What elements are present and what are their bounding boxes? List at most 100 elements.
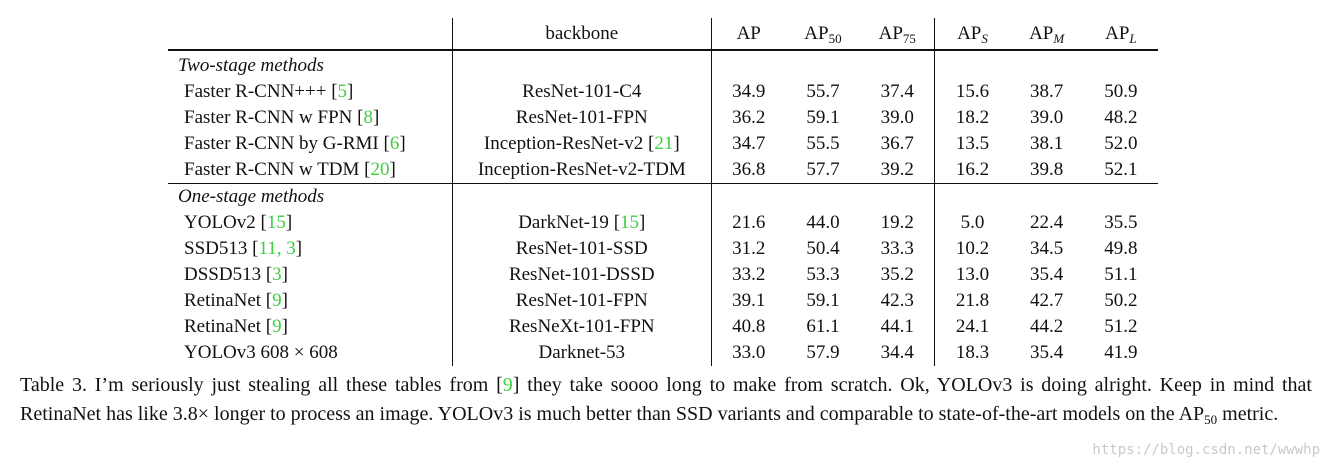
aps-value: 24.1 (934, 314, 1010, 340)
aps-value: 10.2 (934, 236, 1010, 262)
aps-value: 13.5 (934, 131, 1010, 157)
method-name: SSD513 (184, 238, 253, 259)
ap50-value: 59.1 (806, 107, 840, 128)
backbone-cell: Inception-ResNet-v2 [21] (451, 131, 712, 157)
header-ap: AP (710, 18, 786, 51)
empty-cell (1009, 183, 1084, 210)
citation-link[interactable]: 21 (654, 133, 674, 154)
aps-value: 18.3 (934, 340, 1010, 366)
empty-cell (785, 183, 861, 210)
ap50-value: 61.1 (806, 316, 840, 337)
method-name: DSSD513 (184, 264, 266, 285)
empty-cell (1010, 50, 1084, 79)
citation-link[interactable]: 15 (266, 212, 286, 233)
apm-value: 42.7 (1030, 290, 1064, 311)
method-name: RetinaNet (184, 290, 266, 311)
citation-link[interactable]: 3 (272, 264, 282, 285)
aps-value: 18.2 (934, 105, 1010, 131)
ap-value: 39.1 (710, 288, 786, 314)
apm-value: 22.4 (1030, 212, 1064, 233)
caption-citation[interactable]: 9 (502, 374, 513, 396)
ap50-value: 59.1 (806, 290, 840, 311)
aps-value: 15.6 (934, 79, 1010, 105)
apl-value: 52.1 (1104, 159, 1138, 180)
header-ap50: AP50 (785, 18, 861, 51)
backbone-cell: ResNet-101-SSD (451, 236, 712, 262)
empty-cell (710, 50, 786, 79)
citation-link[interactable]: 15 (620, 212, 640, 233)
section-title: One-stage methods (168, 183, 453, 210)
backbone-cell: ResNet-101-FPN (451, 288, 712, 314)
ap75-value: 36.7 (880, 133, 914, 154)
empty-cell (786, 50, 860, 79)
citation-link[interactable]: 20 (370, 159, 390, 180)
backbone-name: ResNeXt-101-FPN (508, 316, 655, 337)
backbone-name: Inception-ResNet-v2 (483, 133, 648, 154)
method-cell: DSSD513 [3] (184, 264, 288, 285)
table-row: YOLOv3 608 × 608 Darknet-53 33.0 57.9 34.4 18… (168, 340, 1158, 366)
method-cell: RetinaNet [9] (184, 316, 288, 337)
header-row: backbone AP AP50 AP75 APS APM APL (168, 18, 1158, 51)
method-cell: YOLOv2 [15] (184, 212, 293, 233)
method-name: Faster R-CNN by G-RMI (184, 133, 384, 154)
apl-value: 41.9 (1104, 342, 1138, 363)
method-cell: Faster R-CNN w FPN [8] (184, 107, 380, 128)
empty-cell (1083, 183, 1158, 210)
table-row: RetinaNet [9] ResNeXt-101-FPN 40.8 61.1 44.1… (168, 314, 1158, 340)
caption-text: Table 3. I’m seriously just stealing all… (20, 374, 497, 396)
empty-cell (860, 183, 935, 210)
ap-value: 36.2 (710, 105, 786, 131)
table-caption: Table 3. I’m seriously just stealing all… (20, 374, 1312, 427)
apm-value: 39.0 (1030, 107, 1064, 128)
apl-value: 52.0 (1104, 133, 1138, 154)
watermark: https://blog.csdn.net/wwwhp (1092, 442, 1320, 458)
apl-value: 35.5 (1104, 212, 1138, 233)
empty-cell (1084, 50, 1158, 79)
table-row: Faster R-CNN+++ [5] ResNet-101-C4 34.9 55.7… (168, 79, 1158, 105)
citation-link[interactable]: 11, 3 (258, 238, 296, 259)
ap75-value: 34.4 (880, 342, 914, 363)
citation-link[interactable]: 6 (389, 133, 400, 154)
empty-cell (934, 183, 1010, 210)
header-backbone: backbone (451, 18, 712, 51)
table-row: SSD513 [11, 3] ResNet-101-SSD 31.2 50.4 33.3… (168, 236, 1158, 262)
citation-link[interactable]: 9 (272, 290, 282, 311)
ap-value: 33.2 (710, 262, 786, 288)
citation-link[interactable]: 9 (272, 316, 282, 337)
ap50-value: 44.0 (806, 212, 840, 233)
header-apl: APL (1083, 18, 1158, 51)
method-name: YOLOv2 (184, 212, 261, 233)
method-cell: RetinaNet [9] (184, 290, 288, 311)
backbone-name: ResNet-101-SSD (515, 238, 648, 259)
aps-value: 13.0 (934, 262, 1010, 288)
backbone-name: ResNet-101-FPN (515, 290, 648, 311)
backbone-cell: DarkNet-19 [15] (451, 210, 712, 236)
header-method (168, 18, 453, 51)
ap50-value: 57.7 (806, 159, 840, 180)
backbone-cell: ResNet-101-C4 (451, 79, 712, 105)
apl-value: 51.1 (1104, 264, 1138, 285)
ap75-value: 39.0 (880, 107, 914, 128)
header-apm: APM (1009, 18, 1084, 51)
citation-link[interactable]: 5 (337, 81, 348, 102)
apm-value: 35.4 (1030, 342, 1064, 363)
section-header-row: Two-stage methods (168, 50, 1158, 79)
section-title: Two-stage methods (178, 55, 324, 76)
backbone-cell: Darknet-53 (451, 340, 712, 366)
ap-value: 36.8 (710, 157, 786, 184)
ap-value: 31.2 (710, 236, 786, 262)
backbone-name: ResNet-101-C4 (522, 81, 642, 102)
ap-value: 40.8 (710, 314, 786, 340)
apm-value: 39.8 (1030, 159, 1064, 180)
citation-link[interactable]: 8 (363, 107, 373, 128)
aps-value: 5.0 (934, 210, 1010, 236)
method-cell: Faster R-CNN+++ [5] (184, 81, 354, 102)
method-name: RetinaNet (184, 316, 266, 337)
backbone-name: ResNet-101-FPN (515, 107, 648, 128)
ap50-value: 50.4 (806, 238, 840, 259)
backbone-name: Darknet-53 (538, 342, 626, 363)
caption-subscript: 50 (1204, 411, 1218, 427)
apm-value: 44.2 (1030, 316, 1064, 337)
section-header-row: One-stage methods (168, 183, 1158, 210)
table-row: RetinaNet [9] ResNet-101-FPN 39.1 59.1 42.3 2… (168, 288, 1158, 314)
